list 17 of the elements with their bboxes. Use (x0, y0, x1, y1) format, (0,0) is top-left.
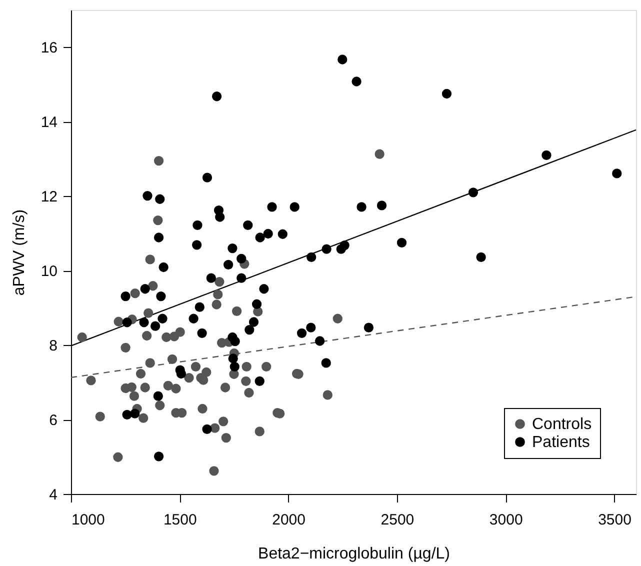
x-tick-label: 2500 (380, 512, 414, 528)
y-axis-title: aPWV (m/s) (10, 209, 28, 296)
legend-label: Patients (532, 434, 590, 451)
y-tick-label: 6 (49, 412, 58, 430)
y-tick-label: 12 (40, 188, 58, 206)
y-tick-label: 10 (40, 263, 58, 280)
y-tick-label: 14 (40, 114, 58, 132)
y-tick-label: 4 (49, 486, 58, 504)
x-axis-title: Beta2−microglobulin (µg/L) (258, 546, 450, 562)
y-tick-label: 8 (49, 338, 58, 355)
x-tick-label: 1500 (163, 512, 197, 528)
x-tick-label: 2000 (272, 512, 306, 528)
x-tick-label: 3500 (598, 512, 632, 528)
y-tick-label: 16 (40, 40, 58, 57)
x-tick-label: 3000 (489, 512, 523, 528)
x-tick-label: 1000 (72, 512, 105, 528)
legend-label: Controls (532, 416, 592, 433)
